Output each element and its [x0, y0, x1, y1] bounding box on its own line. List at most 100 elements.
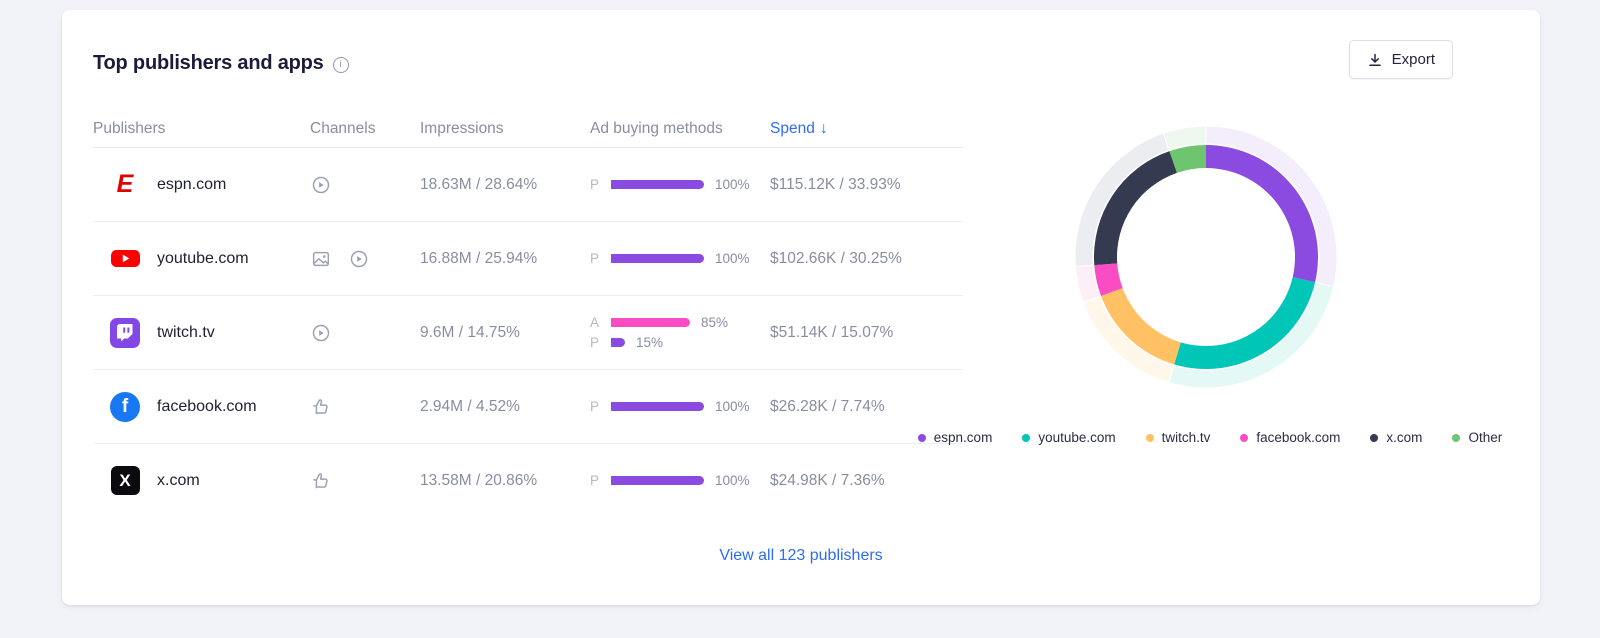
donut-segment-youtube.com[interactable] [1174, 277, 1316, 369]
legend-label: youtube.com [1038, 430, 1116, 445]
method-percent: 15% [636, 335, 664, 350]
legend-label: twitch.tv [1161, 430, 1211, 445]
view-all-container: View all 123 publishers [62, 547, 1540, 565]
impressions-value: 2.94M / 4.52% [420, 397, 520, 415]
method-bar [611, 476, 704, 485]
method-percent: 100% [715, 251, 750, 266]
legend-item-x.com[interactable]: x.com [1370, 430, 1422, 445]
ad-method-p: P 100% [590, 177, 770, 193]
ad-method-p: P 100% [590, 251, 770, 267]
method-percent: 100% [715, 473, 750, 488]
table-body: E espn.com 18.63M / 28.64% P 100% $115.12… [93, 148, 963, 517]
publishers-table: Publishers Channels Impressions Ad buyin… [93, 110, 963, 517]
ad-method-p: P 100% [590, 399, 770, 415]
espn-logo: E [116, 170, 134, 198]
card-header: Top publishers and apps i [93, 52, 349, 75]
header-ad-buying: Ad buying methods [590, 119, 723, 137]
legend-item-twitch.tv[interactable]: twitch.tv [1145, 430, 1211, 445]
legend-item-youtube.com[interactable]: youtube.com [1022, 430, 1116, 445]
impressions-value: 13.58M / 20.86% [420, 471, 538, 489]
method-label: P [590, 177, 600, 192]
ad-buying-methods: A 85% P 15% [590, 315, 770, 351]
method-label: A [590, 315, 600, 330]
social-icon [310, 470, 332, 492]
download-icon [1367, 52, 1383, 68]
publisher-name[interactable]: x.com [157, 471, 200, 489]
donut-segment-facebook.com[interactable] [1094, 263, 1123, 297]
method-label: P [590, 399, 600, 414]
donut-segment-Other[interactable] [1169, 145, 1206, 173]
info-icon[interactable]: i [332, 56, 349, 73]
publisher-name[interactable]: espn.com [157, 175, 227, 193]
export-button[interactable]: Export [1348, 40, 1453, 79]
table-row-twitch.tv[interactable]: twitch.tv 9.6M / 14.75% A 85% P 15% $51.14K… [93, 295, 963, 369]
ad-method-a: A 85% [590, 315, 770, 331]
table-row-x.com[interactable]: X x.com 13.58M / 20.86% P 100% $24.98K / … [93, 443, 963, 517]
legend-item-Other[interactable]: Other [1452, 430, 1502, 445]
social-icon [310, 396, 332, 418]
view-all-link[interactable]: View all 123 publishers [719, 547, 883, 564]
video-icon [348, 248, 370, 270]
legend-dot [1452, 433, 1461, 442]
legend-dot [1240, 433, 1249, 442]
x-logo: X [107, 466, 143, 495]
ad-method-p: P 15% [590, 335, 770, 351]
legend-dot [1370, 433, 1379, 442]
twitch-logo [107, 317, 143, 348]
header-impressions: Impressions [420, 119, 504, 137]
table-row-espn.com[interactable]: E espn.com 18.63M / 28.64% P 100% $115.12… [93, 148, 963, 221]
spend-value: $102.66K / 30.25% [770, 249, 902, 267]
channel-icons [310, 322, 420, 344]
publisher-name[interactable]: twitch.tv [157, 323, 215, 341]
ad-buying-methods: P 100% [590, 177, 770, 193]
display-icon [310, 248, 332, 270]
legend-dot [917, 433, 926, 442]
top-publishers-card: Top publishers and apps i Export Publish… [62, 10, 1540, 605]
method-bar [611, 180, 704, 189]
impressions-value: 16.88M / 25.94% [420, 249, 538, 267]
header-spend-sort[interactable]: Spend ↓ [770, 120, 963, 138]
chart-legend: espn.com youtube.com twitch.tv facebook.com… [910, 430, 1510, 445]
ad-buying-methods: P 100% [590, 251, 770, 267]
legend-item-facebook.com[interactable]: facebook.com [1240, 430, 1340, 445]
legend-dot [1145, 433, 1154, 442]
table-row-facebook.com[interactable]: f facebook.com 2.94M / 4.52% P 100% $26.2… [93, 369, 963, 443]
method-percent: 100% [715, 177, 750, 192]
method-bar [611, 338, 625, 347]
method-label: P [590, 473, 600, 488]
donut-segment-espn.com[interactable] [1206, 145, 1318, 283]
publisher-name[interactable]: youtube.com [157, 249, 249, 267]
header-spend-label: Spend [770, 119, 815, 137]
method-bar [611, 318, 690, 327]
method-percent: 100% [715, 399, 750, 414]
publisher-name[interactable]: facebook.com [157, 397, 257, 415]
legend-dot [1022, 433, 1031, 442]
youtube-logo [107, 243, 143, 274]
table-header-row: Publishers Channels Impressions Ad buyin… [93, 110, 963, 148]
sort-desc-icon: ↓ [819, 119, 828, 137]
donut-chart [1074, 125, 1338, 389]
method-bar [611, 254, 704, 263]
header-channels: Channels [310, 119, 376, 137]
legend-label: espn.com [933, 430, 993, 445]
legend-label: x.com [1386, 430, 1423, 445]
method-percent: 85% [701, 315, 729, 330]
export-label: Export [1391, 51, 1435, 68]
page-title: Top publishers and apps [93, 52, 324, 74]
legend-label: facebook.com [1256, 430, 1341, 445]
donut-halo-Other [1162, 125, 1207, 151]
donut-segment-twitch.tv[interactable] [1101, 288, 1181, 365]
header-publishers: Publishers [93, 119, 166, 137]
table-row-youtube.com[interactable]: youtube.com 16.88M / 25.94% P 100% $102.6… [93, 221, 963, 295]
ad-buying-methods: P 100% [590, 473, 770, 489]
impressions-value: 9.6M / 14.75% [420, 323, 520, 341]
method-label: P [590, 251, 600, 266]
facebook-logo: f [107, 391, 143, 422]
ad-method-p: P 100% [590, 473, 770, 489]
video-icon [310, 174, 332, 196]
spend-value: $26.28K / 7.74% [770, 397, 885, 415]
legend-item-espn.com[interactable]: espn.com [917, 430, 993, 445]
ad-buying-methods: P 100% [590, 399, 770, 415]
donut-segment-x.com[interactable] [1093, 151, 1177, 266]
legend-label: Other [1468, 430, 1503, 445]
